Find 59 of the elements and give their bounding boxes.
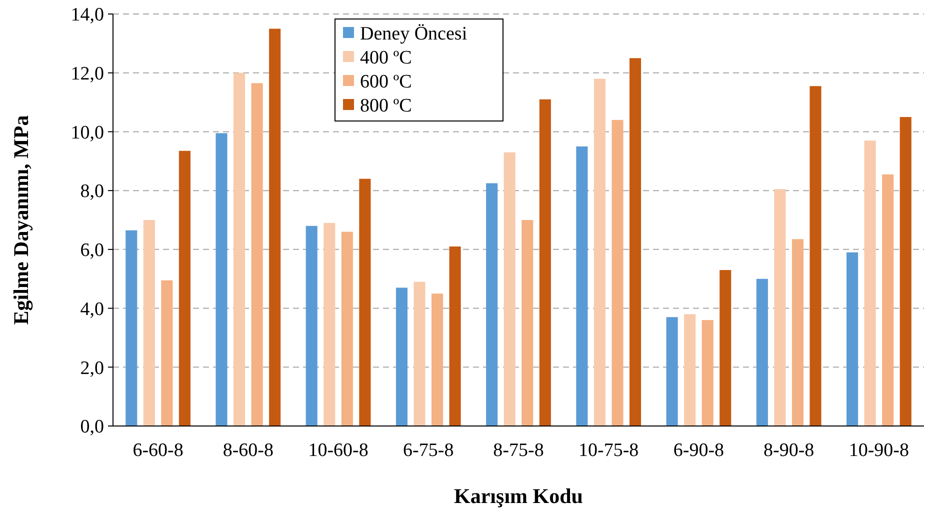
bar — [612, 120, 624, 426]
y-tick-label: 6,0 — [80, 240, 104, 262]
bar — [702, 320, 714, 426]
bar — [522, 220, 534, 426]
bar — [306, 226, 318, 426]
legend-label: Deney Öncesi — [360, 24, 468, 45]
bar — [774, 189, 786, 426]
bar — [882, 174, 894, 426]
bar — [269, 28, 281, 426]
y-tick-label: 2,0 — [80, 358, 104, 379]
bar — [684, 314, 696, 426]
bar — [792, 239, 804, 426]
bar — [504, 152, 516, 426]
bar — [810, 86, 822, 426]
bar — [414, 282, 426, 426]
bar — [756, 278, 768, 426]
bar — [341, 232, 353, 426]
bar — [594, 78, 606, 426]
y-tick-label: 4,0 — [80, 298, 104, 320]
x-tick-label: 8-75-8 — [493, 440, 544, 461]
x-tick-label: 10-60-8 — [308, 440, 368, 461]
bar — [143, 220, 155, 426]
y-tick-label: 10,0 — [70, 122, 104, 144]
bar — [720, 270, 732, 426]
x-tick-label: 6-90-8 — [673, 440, 724, 461]
bar — [234, 72, 246, 426]
bar — [161, 280, 173, 426]
bar — [359, 178, 371, 426]
bar — [864, 140, 876, 426]
y-tick-label: 12,0 — [70, 64, 104, 85]
bar — [449, 246, 461, 426]
y-tick-label: 14,0 — [70, 4, 104, 26]
bar — [666, 317, 678, 426]
bar — [216, 133, 228, 426]
x-tick-label: 10-90-8 — [848, 440, 910, 461]
bar — [396, 288, 408, 426]
bar — [846, 252, 858, 426]
bar — [539, 99, 551, 426]
x-tick-label: 10-75-8 — [578, 440, 639, 461]
bar — [178, 150, 190, 426]
legend-label: 600 ºC — [360, 72, 412, 93]
x-tick-label: 8-90-8 — [764, 440, 814, 461]
bar — [900, 117, 912, 426]
y-tick-label: 0,0 — [80, 416, 104, 438]
x-axis-title: Karışım Kodu — [454, 484, 584, 508]
y-tick-label: 8,0 — [80, 181, 104, 202]
bar — [324, 222, 336, 426]
y-axis-title: Egilme Dayanımı, MPa — [9, 114, 33, 325]
bar — [432, 294, 444, 426]
bar — [251, 83, 263, 426]
bar — [576, 146, 588, 426]
bar — [126, 230, 138, 426]
x-tick-label: 6-75-8 — [403, 440, 454, 461]
bar — [629, 58, 642, 426]
legend-label: 400 ºC — [360, 48, 412, 69]
x-tick-label: 8-60-8 — [222, 440, 274, 461]
legend-label: 800 ºC — [360, 96, 412, 117]
x-tick-label: 6-60-8 — [132, 440, 184, 461]
bar — [486, 183, 498, 426]
